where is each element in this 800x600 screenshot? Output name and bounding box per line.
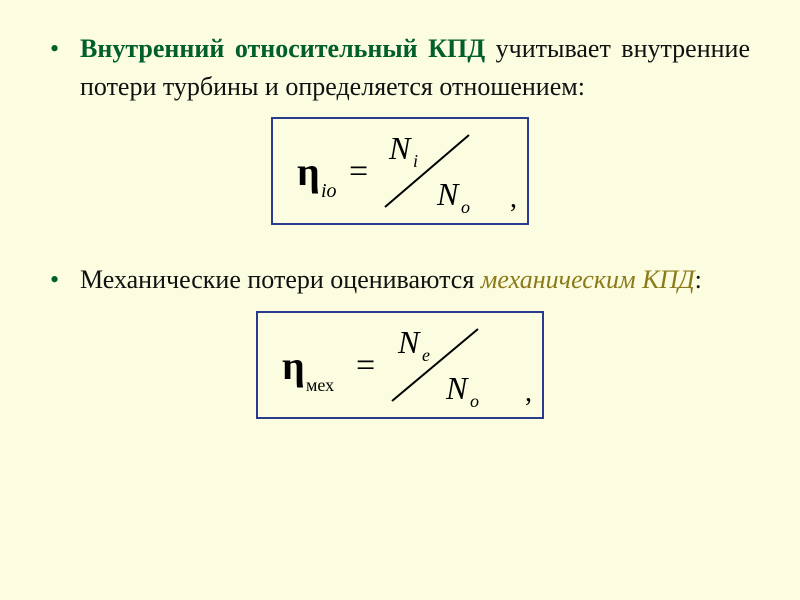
formula-1: η io = N i N o xyxy=(289,127,499,217)
paragraph-2-rest: : xyxy=(695,265,702,294)
paragraph-2: Механические потери оцениваются механиче… xyxy=(80,261,750,299)
f2-eq: = xyxy=(356,347,375,384)
formula-1-box: η io = N i N o xyxy=(271,117,529,225)
term-internal-kpd: Внутренний относительный КПД xyxy=(80,34,485,63)
f1-den-sub: o xyxy=(461,197,470,217)
f2-num-sub: e xyxy=(422,345,430,365)
f2-num: N xyxy=(397,324,421,360)
paragraph-2-prefix: Механические потери оцениваются xyxy=(80,265,481,294)
f2-eta-sub: мех xyxy=(306,375,334,395)
f1-den: N xyxy=(436,176,460,212)
f1-eta: η xyxy=(297,149,320,194)
formula-2-box: η мех = N e N o xyxy=(256,311,544,419)
bullet-glyph-2: • xyxy=(50,261,80,299)
formula-2-wrap: η мех = N e N o xyxy=(50,311,750,419)
f2-eta: η xyxy=(282,343,305,388)
f1-num-sub: i xyxy=(413,151,418,171)
formula-2: η мех = N e N o xyxy=(274,321,514,411)
f2-den: N xyxy=(445,370,469,406)
bullet-item-1: • Внутренний относительный КПД учитывает… xyxy=(50,30,750,105)
f1-eq: = xyxy=(349,153,368,190)
f1-num: N xyxy=(388,130,412,166)
bullet-glyph: • xyxy=(50,30,80,68)
formula-1-wrap: η io = N i N o xyxy=(50,117,750,225)
paragraph-1: Внутренний относительный КПД учитывает в… xyxy=(80,30,750,105)
f2-den-sub: o xyxy=(470,391,479,411)
f1-eta-sub: io xyxy=(321,180,337,202)
term-mech-kpd: механическим КПД xyxy=(481,265,695,294)
bullet-item-2: • Механические потери оцениваются механи… xyxy=(50,261,750,299)
